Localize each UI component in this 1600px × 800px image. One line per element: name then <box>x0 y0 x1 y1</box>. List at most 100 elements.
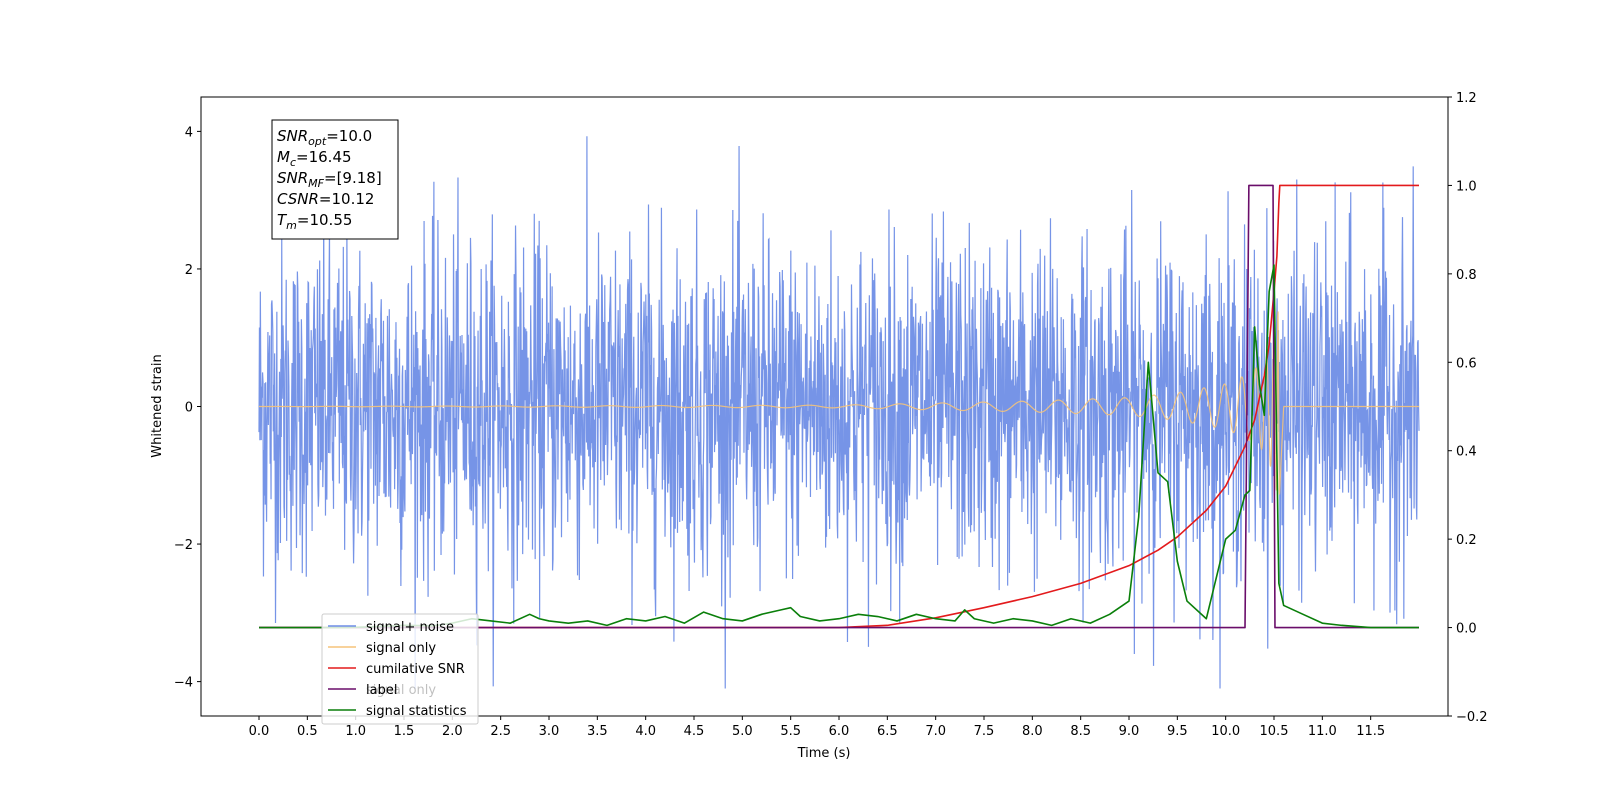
x-tick-label: 3.0 <box>539 724 560 739</box>
series-signal-noise <box>258 136 1420 689</box>
x-tick: 6.0 <box>829 716 850 739</box>
legend-label: signal statistics <box>366 704 467 719</box>
stat-value: =16.45 <box>296 148 352 166</box>
stat-subscript: c <box>290 156 296 169</box>
x-tick: 8.0 <box>1022 716 1043 739</box>
x-tick: 9.0 <box>1119 716 1140 739</box>
x-tick: 3.0 <box>539 716 560 739</box>
y-left-tick-label: 2 <box>185 263 193 278</box>
x-tick-label: 10.5 <box>1260 724 1289 739</box>
legend-label: signal only <box>366 641 436 656</box>
x-tick-label: 1.0 <box>345 724 366 739</box>
series-signal-only <box>259 311 1419 495</box>
x-tick-label: 3.5 <box>587 724 608 739</box>
x-tick-label: 0.0 <box>249 724 270 739</box>
x-tick-label: 1.5 <box>394 724 415 739</box>
x-tick-label: 8.0 <box>1022 724 1043 739</box>
x-tick-label: 8.5 <box>1070 724 1091 739</box>
x-axis: 0.0 0.5 1.0 1.5 2.0 2.5 3.0 3.5 4.0 4.5 5.0 5.5 6.0 6… <box>249 716 1385 739</box>
x-tick: 0.0 <box>249 716 270 739</box>
y-right-tick: 0.4 <box>1448 445 1477 460</box>
x-tick: 6.5 <box>877 716 898 739</box>
x-tick-label: 9.5 <box>1167 724 1188 739</box>
x-tick-label: 7.5 <box>974 724 995 739</box>
legend-item: cumilative SNR <box>328 662 465 677</box>
legend-label: cumilative SNR <box>366 662 465 677</box>
x-tick-label: 6.5 <box>877 724 898 739</box>
stat-name: SNR <box>277 127 308 145</box>
y-right-tick-label: 1.2 <box>1456 91 1477 106</box>
x-tick: 9.5 <box>1167 716 1188 739</box>
legend-label: label <box>366 683 397 698</box>
y-right-tick: 0.0 <box>1448 622 1477 637</box>
x-tick: 5.0 <box>732 716 753 739</box>
x-tick-label: 9.0 <box>1119 724 1140 739</box>
y-right-tick: 1.0 <box>1448 179 1477 194</box>
legend-ghost-label: signal only <box>366 683 436 698</box>
y-axis-right: 1.2 1.0 0.8 0.6 0.4 0.2 0.0 −0.2 <box>1448 91 1488 725</box>
legend-box <box>321 613 479 725</box>
y-right-tick-label: 0.6 <box>1456 356 1477 371</box>
series-layer <box>258 136 1420 689</box>
legend-label: signal+ noise <box>366 620 454 635</box>
stat-subscript: m <box>286 219 297 232</box>
x-tick-label: 2.0 <box>442 724 463 739</box>
x-tick-label: 4.0 <box>635 724 656 739</box>
x-tick: 4.5 <box>684 716 705 739</box>
y-right-tick-label: 0.2 <box>1456 533 1477 548</box>
x-tick: 0.5 <box>297 716 318 739</box>
y-left-tick: 2 <box>185 263 201 278</box>
series-label <box>259 184 1419 629</box>
y-right-tick: −0.2 <box>1448 710 1488 725</box>
stat-line: Mc=16.45 <box>277 148 352 169</box>
x-tick: 7.0 <box>925 716 946 739</box>
legend-item: signal+ noise <box>328 620 454 635</box>
stat-name: T <box>277 211 288 229</box>
y-left-tick: 0 <box>185 401 201 416</box>
x-axis-label: Time (s) <box>797 746 851 761</box>
series-cumulative-snr <box>259 184 1419 629</box>
legend-item: label <box>328 683 397 698</box>
x-tick: 11.5 <box>1356 716 1385 739</box>
stat-line: SNRopt=10.0 <box>277 127 372 148</box>
y-left-tick-label: −4 <box>174 676 193 691</box>
x-tick-label: 10.0 <box>1211 724 1240 739</box>
y-right-tick-label: 0.0 <box>1456 622 1477 637</box>
y-right-tick: 0.6 <box>1448 356 1477 371</box>
y-right-tick: 1.2 <box>1448 91 1477 106</box>
x-tick: 3.5 <box>587 716 608 739</box>
x-tick: 8.5 <box>1070 716 1091 739</box>
y-right-tick-label: 1.0 <box>1456 179 1477 194</box>
x-tick-label: 4.5 <box>684 724 705 739</box>
y-right-tick-label: −0.2 <box>1456 710 1488 725</box>
y-axis-left: 4 2 0 −2 −4 <box>174 125 201 691</box>
y-left-tick-label: 0 <box>185 401 193 416</box>
y-left-tick: 4 <box>185 125 201 140</box>
stat-name: M <box>277 148 290 166</box>
y-right-tick: 0.2 <box>1448 533 1477 548</box>
y-left-tick-label: 4 <box>185 125 193 140</box>
legend: signal+ noise signal only cumilative SNR la… <box>321 613 479 725</box>
x-tick-label: 7.0 <box>925 724 946 739</box>
x-tick: 11.0 <box>1308 716 1337 739</box>
stat-value: =10.55 <box>297 211 353 229</box>
y-right-tick: 0.8 <box>1448 268 1477 283</box>
y-left-tick: −4 <box>174 676 201 691</box>
series-signal-statistics <box>259 264 1419 629</box>
x-tick-label: 5.0 <box>732 724 753 739</box>
y-left-tick: −2 <box>174 538 201 553</box>
stat-subscript: MF <box>308 177 324 190</box>
stat-name: SNR <box>277 169 308 187</box>
y-left-tick-label: −2 <box>174 538 193 553</box>
x-tick: 2.5 <box>490 716 511 739</box>
x-tick-label: 0.5 <box>297 724 318 739</box>
stats-box <box>271 119 399 240</box>
stat-value: =10.12 <box>319 190 375 208</box>
y-right-tick-label: 0.4 <box>1456 445 1477 460</box>
stat-line: SNRMF=[9.18] <box>277 169 382 190</box>
stat-value: =[9.18] <box>324 169 382 187</box>
x-tick-label: 5.5 <box>780 724 801 739</box>
y-right-tick-label: 0.8 <box>1456 268 1477 283</box>
x-tick-label: 6.0 <box>829 724 850 739</box>
